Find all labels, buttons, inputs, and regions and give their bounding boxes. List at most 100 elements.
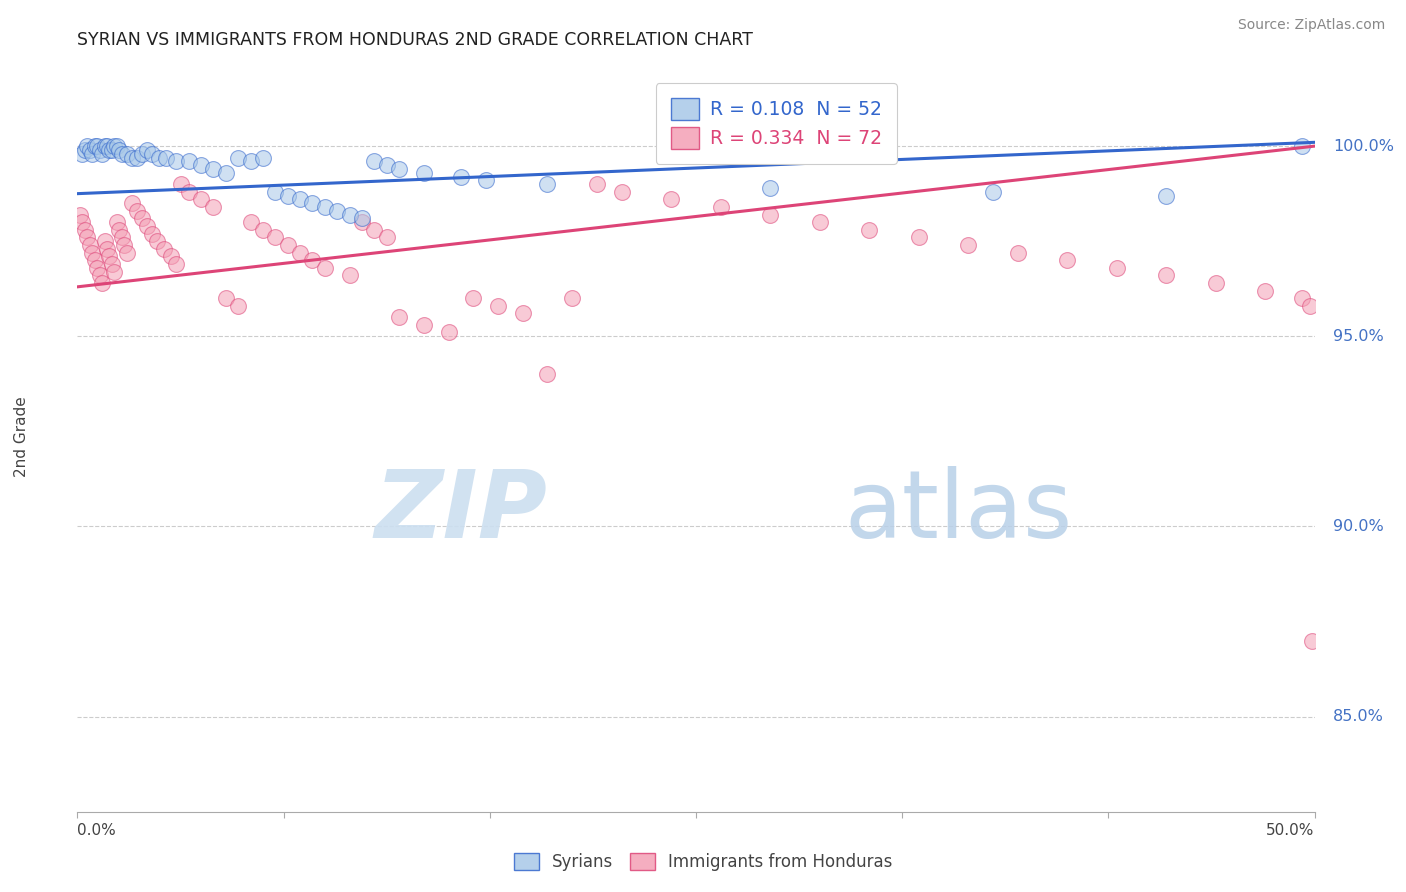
Point [1105, 260, 1128, 275]
Point [412, 318, 434, 332]
Point [79, 238, 101, 252]
Point [1254, 284, 1277, 298]
Point [277, 238, 299, 252]
Point [93, 234, 115, 248]
Text: 100.0%: 100.0% [1333, 138, 1395, 153]
Point [82, 146, 104, 161]
Point [160, 249, 183, 263]
Point [125, 203, 148, 218]
Point [86, 139, 108, 153]
Point [148, 151, 170, 165]
Point [165, 257, 187, 271]
Point [215, 291, 238, 305]
Point [350, 215, 373, 229]
Point [125, 151, 148, 165]
Point [108, 223, 131, 237]
Point [610, 185, 633, 199]
Point [141, 227, 163, 241]
Point [363, 154, 385, 169]
Point [388, 161, 411, 176]
Point [586, 177, 609, 191]
Point [339, 268, 361, 283]
Point [111, 230, 134, 244]
Point [83, 253, 105, 268]
Point [105, 139, 128, 153]
Point [486, 299, 509, 313]
Point [135, 219, 157, 233]
Point [1291, 139, 1313, 153]
Point [239, 215, 262, 229]
Point [73, 143, 96, 157]
Point [190, 193, 212, 207]
Point [277, 188, 299, 202]
Point [177, 154, 200, 169]
Point [314, 200, 336, 214]
Point [98, 143, 121, 157]
Point [264, 230, 287, 244]
Point [252, 223, 274, 237]
Point [226, 151, 249, 165]
Text: 0.0%: 0.0% [77, 823, 117, 838]
Text: 90.0%: 90.0% [1333, 519, 1384, 534]
Point [82, 245, 104, 260]
Point [536, 177, 558, 191]
Point [96, 242, 118, 256]
Point [759, 208, 782, 222]
Point [190, 158, 212, 172]
Text: 95.0%: 95.0% [1333, 329, 1384, 343]
Point [264, 185, 287, 199]
Point [76, 139, 98, 153]
Point [437, 326, 460, 340]
Point [115, 146, 138, 161]
Point [1154, 188, 1177, 202]
Text: 50.0%: 50.0% [1267, 823, 1315, 838]
Text: SYRIAN VS IMMIGRANTS FROM HONDURAS 2ND GRADE CORRELATION CHART: SYRIAN VS IMMIGRANTS FROM HONDURAS 2ND G… [77, 31, 754, 49]
Point [141, 146, 163, 161]
Point [512, 306, 534, 320]
Point [659, 193, 682, 207]
Point [957, 238, 980, 252]
Point [72, 215, 94, 229]
Point [858, 223, 880, 237]
Point [388, 310, 411, 325]
Point [412, 166, 434, 180]
Point [177, 185, 200, 199]
Point [155, 151, 177, 165]
Point [170, 177, 193, 191]
Point [89, 268, 111, 283]
Point [103, 139, 125, 153]
Point [339, 208, 361, 222]
Point [83, 139, 105, 153]
Point [561, 291, 583, 305]
Point [252, 151, 274, 165]
Point [288, 193, 311, 207]
Text: 2nd Grade: 2nd Grade [14, 397, 30, 477]
Point [314, 260, 336, 275]
Text: ZIP: ZIP [374, 466, 547, 558]
Point [239, 154, 262, 169]
Point [89, 143, 111, 157]
Point [710, 200, 733, 214]
Point [301, 196, 323, 211]
Point [326, 203, 349, 218]
Point [759, 181, 782, 195]
Point [1291, 291, 1313, 305]
Point [474, 173, 496, 187]
Text: 85.0%: 85.0% [1333, 709, 1384, 724]
Point [375, 230, 398, 244]
Point [105, 215, 128, 229]
Point [115, 245, 138, 260]
Point [1056, 253, 1078, 268]
Point [72, 146, 94, 161]
Point [91, 146, 114, 161]
Point [76, 230, 98, 244]
Point [226, 299, 249, 313]
Point [536, 368, 558, 382]
Point [907, 230, 929, 244]
Point [375, 158, 398, 172]
Point [91, 276, 114, 290]
Point [93, 139, 115, 153]
Point [1205, 276, 1227, 290]
Point [111, 146, 134, 161]
Point [98, 249, 121, 263]
